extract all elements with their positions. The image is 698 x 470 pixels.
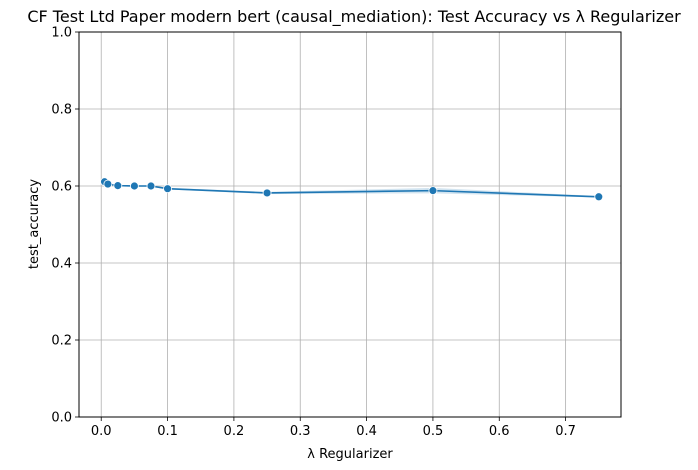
data-point: [428, 186, 438, 196]
x-axis-ticks: 0.0 0.1 0.2 0.3 0.4 0.5 0.6 0.7: [91, 417, 576, 439]
chart-title: CF Test Ltd Paper modern bert (causal_me…: [27, 7, 681, 27]
y-axis-ticks: 0.0 0.2 0.4 0.6 0.8 1.0: [51, 26, 79, 426]
x-tick-label: 0.0: [91, 424, 112, 439]
x-axis-title: λ Regularizer: [307, 447, 393, 462]
x-tick-label: 0.6: [489, 424, 510, 439]
x-tick-label: 0.1: [157, 424, 178, 439]
y-tick-label: 0.0: [51, 411, 72, 426]
data-point: [262, 188, 272, 198]
data-point: [594, 192, 604, 202]
data-point: [103, 179, 113, 189]
y-tick-label: 0.8: [51, 103, 72, 118]
x-tick-label: 0.3: [290, 424, 311, 439]
confidence-band: [104, 180, 599, 198]
x-tick-label: 0.4: [356, 424, 377, 439]
y-tick-label: 0.2: [51, 334, 72, 349]
x-tick-label: 0.2: [224, 424, 245, 439]
y-axis-title: test_accuracy: [27, 179, 42, 269]
x-tick-label: 0.5: [423, 424, 444, 439]
series-points: [100, 177, 604, 202]
data-point: [113, 181, 123, 191]
y-tick-label: 0.6: [51, 180, 72, 195]
y-tick-label: 0.4: [51, 257, 72, 272]
data-point: [129, 181, 139, 191]
confidence-band-area: [104, 180, 599, 198]
data-point: [163, 184, 172, 194]
y-tick-label: 1.0: [51, 26, 72, 41]
x-tick-label: 0.7: [555, 424, 576, 439]
data-point: [146, 181, 156, 191]
plot-frame: [78, 31, 622, 418]
